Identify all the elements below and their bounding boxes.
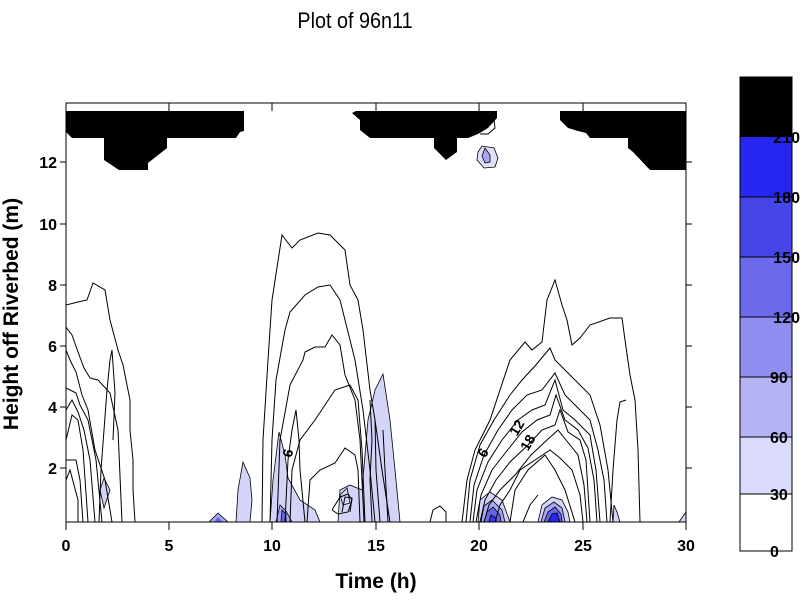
y-tick-label: 2 [48, 461, 57, 478]
x-tick-label: 30 [677, 538, 695, 555]
colorbar-label: 150 [773, 250, 800, 267]
filled-contours [99, 145, 686, 522]
colorbar-label: 180 [773, 190, 800, 207]
x-tick-label: 15 [367, 538, 385, 555]
y-tick-label: 6 [48, 339, 57, 356]
axes [60, 102, 692, 530]
x-axis-label: Time (h) [335, 570, 417, 593]
y-axis-label: Height off Riverbed (m) [0, 197, 23, 431]
x-tick-label: 0 [62, 538, 71, 555]
x-tick-label: 25 [574, 538, 592, 555]
y-tick-label: 4 [48, 400, 57, 417]
contour-label: 12 [506, 417, 528, 439]
colorbar-label: 210 [773, 130, 800, 147]
contour-label: 6 [279, 447, 297, 459]
colorbar-label: 60 [770, 430, 788, 447]
contour-lines [66, 103, 641, 522]
colorbar [739, 76, 793, 552]
x-tick-labels: 0 5 10 15 20 25 30 [62, 538, 695, 555]
y-tick-labels: 12 10 8 6 4 2 [39, 155, 57, 478]
colorbar-label: 90 [770, 370, 788, 387]
chart-title: Plot of 96n11 [297, 8, 413, 33]
colorbar-labels: 210 180 150 120 90 60 30 0 [770, 130, 800, 561]
colorbar-label: 0 [770, 544, 779, 561]
colorbar-label: 120 [773, 310, 800, 327]
y-tick-label: 10 [39, 217, 57, 234]
plot-area: 6 6 12 18 [66, 103, 686, 522]
x-tick-label: 10 [263, 538, 281, 555]
colorbar-label: 30 [770, 487, 788, 504]
x-tick-label: 20 [470, 538, 488, 555]
x-tick-label: 5 [165, 538, 174, 555]
contour-label: 18 [517, 432, 539, 454]
y-tick-label: 12 [39, 155, 57, 172]
y-tick-label: 8 [48, 278, 57, 295]
